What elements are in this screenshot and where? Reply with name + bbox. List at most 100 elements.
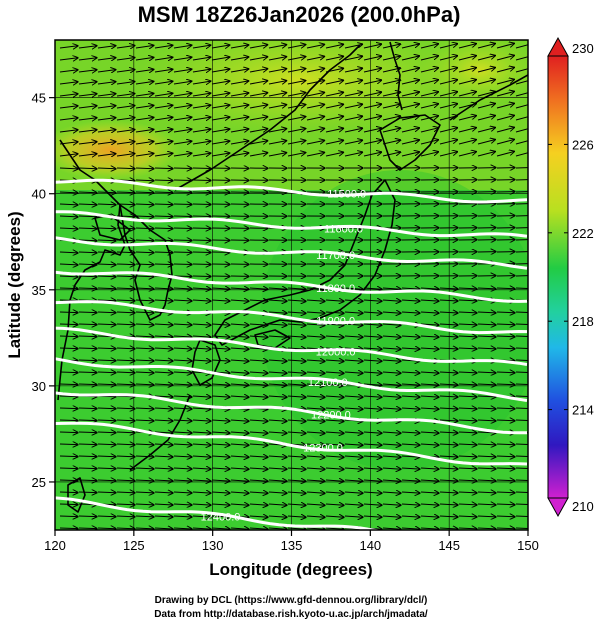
wind-vector-882 bbox=[192, 468, 211, 469]
wind-vector-149 bbox=[515, 103, 528, 109]
wind-vector-214 bbox=[325, 140, 344, 145]
wind-vector-971 bbox=[458, 504, 477, 505]
wind-vector-213 bbox=[306, 140, 325, 145]
x-axis-ticks: 120 125 130 135 140 145 150 bbox=[44, 530, 539, 553]
wind-vector-627 bbox=[97, 348, 116, 349]
wind-vector-1024 bbox=[515, 527, 528, 529]
wind-vector-407 bbox=[192, 240, 211, 241]
wind-vector-1008 bbox=[211, 528, 230, 529]
wind-vector-123 bbox=[496, 91, 514, 97]
wind-vector-832 bbox=[192, 444, 211, 445]
wind-vector-816 bbox=[363, 432, 382, 433]
wind-vector-307 bbox=[192, 192, 211, 193]
wind-vector-972 bbox=[477, 504, 496, 505]
wind-vector-706 bbox=[173, 384, 192, 385]
wind-vector-830 bbox=[154, 444, 173, 445]
wind-vector-248 bbox=[496, 151, 514, 157]
wind-vector-66 bbox=[363, 68, 382, 73]
wind-vector-457 bbox=[192, 264, 211, 265]
wind-vector-112 bbox=[287, 93, 306, 97]
wind-vector-723 bbox=[496, 384, 515, 385]
wind-vector-62 bbox=[287, 69, 306, 73]
wind-vector-235 bbox=[249, 153, 268, 156]
wind-vector-192 bbox=[382, 128, 401, 133]
wind-vector-594 bbox=[420, 324, 439, 325]
wind-vector-402 bbox=[97, 240, 116, 241]
wind-vector-538 bbox=[306, 300, 325, 301]
wind-vector-124 bbox=[515, 91, 528, 97]
wind-vector-111 bbox=[268, 93, 287, 96]
wind-vector-584 bbox=[230, 324, 249, 325]
wind-vector-856 bbox=[173, 456, 192, 457]
wind-vector-177 bbox=[97, 130, 116, 132]
wind-vector-118 bbox=[401, 92, 420, 97]
wind-vector-637 bbox=[287, 348, 306, 349]
wind-vector-544 bbox=[420, 300, 439, 301]
wind-vector-874 bbox=[515, 455, 528, 457]
wind-vector-913 bbox=[306, 480, 325, 481]
y-axis-label: Latitude (degrees) bbox=[5, 211, 24, 358]
contour-line-9 bbox=[55, 496, 382, 530]
wind-vector-589 bbox=[325, 324, 344, 325]
wind-vector-957 bbox=[192, 504, 211, 505]
wind-vector-98 bbox=[496, 79, 514, 85]
wind-vector-1005 bbox=[154, 528, 173, 529]
wind-vector-578 bbox=[116, 324, 135, 325]
wind-vector-967 bbox=[382, 504, 401, 505]
wind-vector-973 bbox=[496, 504, 515, 505]
wind-vector-754 bbox=[135, 408, 154, 409]
wind-vector-1002 bbox=[97, 528, 116, 529]
coast-hokkaido bbox=[379, 114, 441, 171]
wind-vector-976 bbox=[78, 516, 97, 517]
wind-vector-81 bbox=[173, 81, 192, 84]
wind-vector-11 bbox=[268, 45, 287, 48]
map-title: MSM 18Z26Jan2026 (200.0hPa) bbox=[138, 2, 461, 27]
wind-vector-600 bbox=[59, 336, 78, 337]
wind-vector-60 bbox=[249, 69, 268, 72]
wind-vector-828 bbox=[116, 444, 135, 445]
wind-vector-113 bbox=[306, 92, 325, 97]
wind-vector-613 bbox=[306, 336, 325, 337]
wind-vector-166 bbox=[363, 116, 382, 121]
wind-vector-624 bbox=[515, 335, 528, 337]
wind-vector-866 bbox=[363, 456, 382, 457]
wind-vector-216 bbox=[363, 140, 382, 145]
wind-vector-734 bbox=[230, 396, 249, 397]
wind-vector-643 bbox=[401, 348, 420, 349]
wind-vector-161 bbox=[268, 117, 287, 120]
wind-vector-57 bbox=[192, 69, 211, 72]
wind-vector-102 bbox=[97, 94, 116, 96]
wind-vector-330 bbox=[154, 204, 173, 205]
wind-vector-657 bbox=[192, 360, 211, 361]
wind-vector-324 bbox=[515, 191, 528, 193]
wind-vector-918 bbox=[401, 480, 420, 481]
wind-vector-121 bbox=[458, 92, 476, 97]
wind-vector-944 bbox=[420, 492, 439, 493]
wind-vector-802 bbox=[97, 432, 116, 433]
wind-vector-211 bbox=[268, 141, 287, 144]
wind-vector-239 bbox=[325, 152, 344, 157]
wind-vector-982 bbox=[192, 516, 211, 517]
plot-area: 11500.0 11600.0 11700.0 11800.0 11900.0 12000… bbox=[55, 40, 528, 530]
wind-vector-713 bbox=[306, 384, 325, 385]
wind-vector-431 bbox=[173, 252, 192, 253]
contour-line-8 bbox=[55, 421, 528, 466]
wind-vector-917 bbox=[382, 480, 401, 481]
height-contour-labels: 11500.0 11600.0 11700.0 11800.0 11900.0 12000… bbox=[201, 189, 366, 524]
wind-vector-182 bbox=[192, 129, 211, 132]
wind-vector-997 bbox=[477, 516, 496, 517]
wind-vector-981 bbox=[173, 516, 192, 517]
wind-vector-535 bbox=[249, 300, 268, 301]
wind-vector-175 bbox=[59, 130, 78, 132]
wind-vector-234 bbox=[230, 153, 249, 156]
wind-vector-171 bbox=[458, 116, 476, 121]
wind-vector-661 bbox=[268, 360, 287, 361]
wind-vector-623 bbox=[496, 336, 515, 337]
wind-vector-725 bbox=[59, 396, 78, 397]
wind-vector-552 bbox=[97, 312, 116, 313]
wind-vector-551 bbox=[78, 312, 97, 313]
wind-vector-753 bbox=[116, 408, 135, 409]
wind-vector-71 bbox=[458, 68, 476, 73]
wind-vector-51 bbox=[78, 70, 97, 72]
wind-vector-890 bbox=[344, 468, 363, 469]
